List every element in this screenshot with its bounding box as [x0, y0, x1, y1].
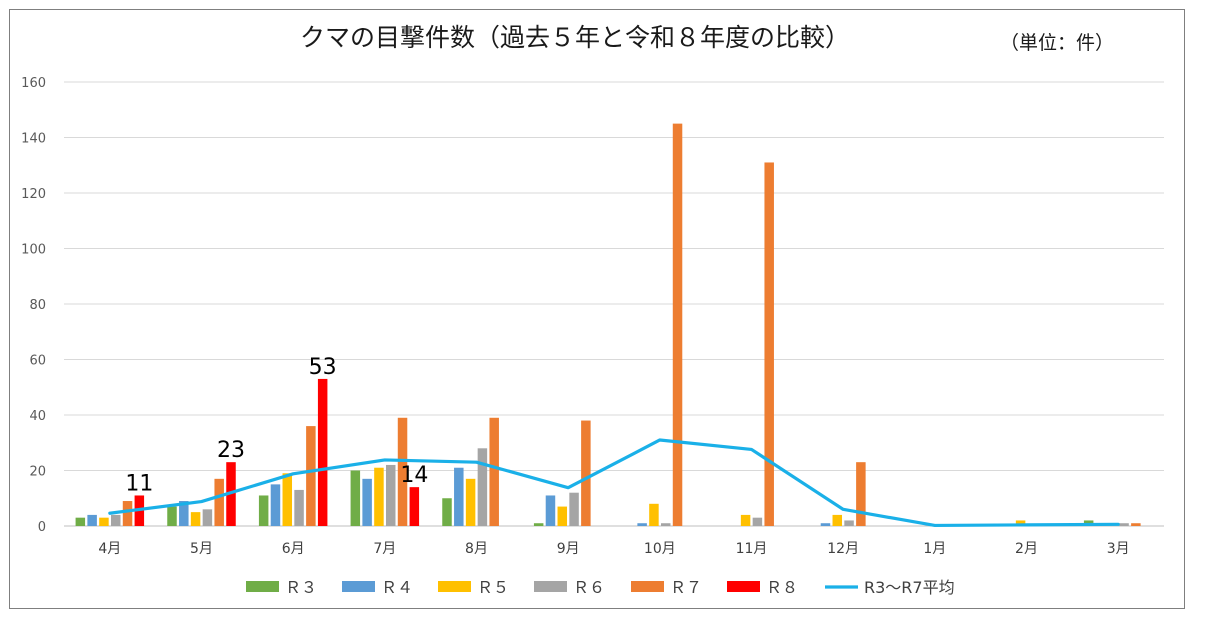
legend-label-Ｒ３: Ｒ３: [285, 578, 317, 597]
data-label-7月: 14: [400, 463, 428, 488]
bar-Ｒ６-6月: [294, 489, 304, 526]
y-tick-label: 120: [21, 187, 46, 202]
bar-Ｒ４-5月: [179, 501, 189, 526]
x-tick-label: 11月: [736, 541, 768, 557]
x-tick-label: 8月: [465, 541, 488, 557]
bar-Ｒ３-8月: [442, 498, 452, 526]
bar-Ｒ６-8月: [477, 448, 488, 526]
y-tick-label: 100: [21, 243, 46, 258]
bar-Ｒ３-4月: [75, 517, 86, 526]
bar-Ｒ６-7月: [385, 464, 396, 526]
bar-Ｒ３-7月: [350, 470, 361, 526]
y-tick-label: 80: [29, 298, 46, 313]
legend-swatch-Ｒ５: [438, 581, 471, 592]
bar-Ｒ６-4月: [110, 514, 121, 526]
data-label-4月: 11: [125, 471, 153, 496]
legend-label-Ｒ４: Ｒ４: [381, 578, 413, 597]
legend-swatch-Ｒ３: [246, 581, 279, 592]
x-tick-label: 9月: [557, 541, 580, 557]
x-tick-label: 10月: [644, 541, 676, 557]
y-tick-label: 20: [29, 465, 46, 480]
bar-Ｒ５-8月: [465, 478, 476, 526]
chart-frame: [9, 9, 1185, 609]
legend-label-Ｒ８: Ｒ８: [766, 578, 798, 597]
data-label-5月: 23: [217, 438, 245, 463]
bar-Ｒ６-5月: [202, 509, 213, 526]
bar-Ｒ６-9月: [569, 492, 579, 526]
bar-Ｒ５-5月: [190, 512, 201, 526]
bar-Ｒ５-2月: [1015, 520, 1026, 526]
legend-label-Ｒ５: Ｒ５: [477, 578, 509, 597]
bar-Ｒ５-11月: [740, 514, 751, 526]
bar-Ｒ８-6月: [317, 378, 328, 526]
bar-Ｒ７-7月: [397, 417, 408, 526]
bar-Ｒ５-10月: [649, 503, 659, 526]
bar-Ｒ７-11月: [764, 162, 774, 526]
bar-Ｒ５-7月: [374, 467, 384, 526]
legend-swatch-Ｒ７: [631, 581, 664, 592]
bar-Ｒ５-12月: [832, 514, 843, 526]
data-label-6月: 53: [309, 355, 337, 380]
bar-Ｒ４-9月: [545, 495, 556, 526]
y-tick-label: 0: [38, 520, 46, 535]
bar-Ｒ３-6月: [258, 495, 269, 526]
bar-Ｒ４-4月: [87, 514, 97, 526]
bar-Ｒ４-6月: [270, 484, 281, 526]
bar-Ｒ３-5月: [167, 506, 177, 526]
bar-Ｒ４-8月: [454, 467, 464, 526]
x-tick-label: 7月: [373, 541, 396, 557]
x-tick-label: 3月: [1107, 541, 1130, 557]
legend-swatch-Ｒ８: [727, 581, 760, 592]
legend-label-average: R3～R7平均: [864, 578, 955, 597]
bar-Ｒ５-9月: [557, 506, 568, 526]
bar-Ｒ７-4月: [122, 501, 133, 526]
average-line: [108, 438, 1120, 528]
x-tick-label: 1月: [923, 541, 946, 557]
y-tick-label: 40: [29, 409, 46, 424]
bar-Ｒ４-12月: [820, 523, 831, 526]
legend-label-Ｒ６: Ｒ６: [573, 578, 605, 597]
bar-Ｒ７-3月: [1131, 523, 1141, 526]
bar-Ｒ７-12月: [856, 462, 866, 526]
unit-label: （単位：件）: [1000, 32, 1115, 54]
x-tick-label: 2月: [1015, 541, 1038, 557]
x-tick-label: 6月: [282, 541, 305, 557]
x-tick-label: 12月: [827, 541, 859, 557]
bar-Ｒ４-10月: [637, 523, 647, 526]
bar-Ｒ７-5月: [214, 478, 224, 526]
bar-Ｒ７-10月: [672, 123, 683, 526]
bar-Ｒ７-6月: [306, 426, 316, 526]
bar-Ｒ６-11月: [752, 517, 763, 526]
x-tick-label: 5月: [190, 541, 213, 557]
bar-Ｒ３-9月: [533, 523, 544, 526]
chart-title: クマの目撃件数（過去５年と令和８年度の比較）: [299, 23, 850, 52]
bar-Ｒ５-4月: [99, 517, 109, 526]
legend-swatch-Ｒ６: [534, 581, 567, 592]
bar-Ｒ７-8月: [489, 417, 499, 526]
bar-Ｒ４-7月: [362, 478, 372, 526]
y-tick-label: 140: [21, 132, 46, 147]
y-tick-label: 160: [21, 76, 46, 91]
y-tick-label: 60: [29, 354, 46, 369]
legend-swatch-Ｒ４: [342, 581, 375, 592]
x-tick-label: 4月: [98, 541, 121, 557]
bar-Ｒ５-6月: [282, 473, 293, 526]
bar-Ｒ８-7月: [409, 487, 420, 526]
legend-label-Ｒ７: Ｒ７: [670, 578, 702, 597]
bar-Ｒ６-10月: [660, 523, 671, 526]
bar-Ｒ６-12月: [844, 520, 854, 526]
bar-Ｒ６-3月: [1119, 523, 1129, 526]
bar-Ｒ７-9月: [581, 420, 591, 526]
